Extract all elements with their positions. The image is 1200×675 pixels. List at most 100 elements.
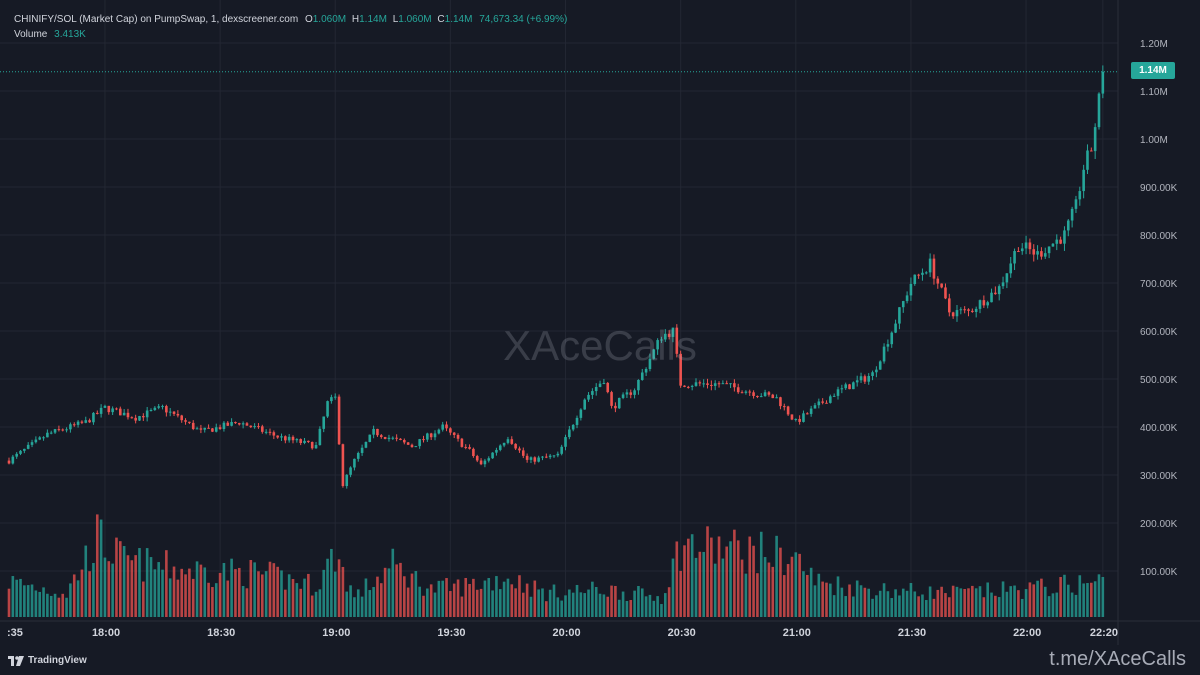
volume-bar bbox=[901, 588, 905, 617]
volume-bar bbox=[978, 586, 982, 617]
volume-bar bbox=[53, 593, 57, 617]
candle-body bbox=[207, 427, 210, 429]
volume-bar bbox=[848, 584, 851, 617]
candle-body bbox=[683, 385, 686, 387]
candle-body bbox=[997, 286, 1001, 295]
candle-body bbox=[268, 431, 272, 433]
candle-body bbox=[11, 456, 15, 464]
volume-bar bbox=[360, 596, 364, 617]
volume-bar bbox=[268, 561, 272, 617]
volume-bar bbox=[72, 574, 76, 617]
volume-bar bbox=[1055, 592, 1059, 617]
volume-bar bbox=[744, 573, 748, 617]
volume-bar bbox=[153, 569, 157, 617]
volume-bar bbox=[372, 587, 375, 617]
volume-bar bbox=[249, 559, 253, 617]
candle-body bbox=[1020, 248, 1024, 252]
volume-bar bbox=[1078, 575, 1082, 617]
candle-body bbox=[376, 428, 379, 436]
candle-body bbox=[629, 392, 633, 395]
time-tick-label: 19:30 bbox=[437, 627, 465, 639]
volume-bar bbox=[521, 592, 525, 617]
volume-bar bbox=[222, 562, 226, 617]
candle-body bbox=[924, 272, 928, 274]
candle-body bbox=[521, 450, 525, 456]
candle-body bbox=[702, 383, 705, 385]
tradingview-logo[interactable]: TradingView bbox=[8, 655, 87, 666]
candle-body bbox=[836, 389, 840, 396]
volume-bar bbox=[349, 585, 352, 617]
volume-bar bbox=[410, 573, 414, 617]
volume-bar bbox=[690, 534, 694, 617]
volume-bar bbox=[564, 595, 567, 617]
last-price-badge: 1.14M bbox=[1131, 62, 1175, 79]
candle-body bbox=[284, 436, 287, 441]
volume-bar bbox=[479, 588, 483, 617]
chart-pane[interactable]: 1.20M 1.10M 1.00M 900.00K 800.00K 700.00K 600.… bbox=[0, 0, 1200, 645]
candle-body bbox=[721, 383, 725, 385]
ohlc-open-label: O bbox=[304, 14, 313, 25]
volume-bar bbox=[905, 590, 909, 617]
candle-body bbox=[986, 302, 989, 306]
volume-bar bbox=[84, 545, 88, 617]
volume-bar bbox=[468, 583, 471, 617]
candle-body bbox=[241, 423, 245, 425]
volume-bar bbox=[1059, 577, 1062, 617]
candle-body bbox=[798, 418, 801, 422]
candle-body bbox=[237, 423, 241, 425]
volume-bar bbox=[594, 587, 598, 617]
volume-bar bbox=[449, 591, 452, 617]
candle-body bbox=[940, 283, 943, 288]
time-tick-label: 19:00 bbox=[322, 627, 350, 639]
candle-body bbox=[698, 382, 702, 384]
ohlc-low-value: 1.060M bbox=[398, 14, 432, 25]
candle-body bbox=[748, 391, 752, 393]
volume-bar bbox=[875, 595, 878, 617]
volume-bar bbox=[23, 585, 26, 617]
symbol-title[interactable]: CHINIFY/SOL (Market Cap) on PumpSwap, 1,… bbox=[14, 14, 299, 25]
candle-body bbox=[322, 416, 326, 429]
price-tick-label: 300.00K bbox=[1140, 471, 1178, 482]
candle-body bbox=[1036, 251, 1039, 255]
volume-label[interactable]: Volume bbox=[14, 29, 48, 40]
volume-bar bbox=[552, 584, 556, 617]
candle-body bbox=[963, 309, 966, 311]
volume-bar bbox=[614, 585, 617, 617]
volume-bar bbox=[403, 576, 406, 617]
volume-bar bbox=[790, 556, 794, 617]
candle-body bbox=[660, 339, 663, 341]
candle-body bbox=[898, 307, 901, 324]
volume-bar bbox=[663, 593, 667, 617]
volume-bar bbox=[1020, 598, 1024, 617]
candle-body bbox=[775, 397, 778, 399]
volume-bar bbox=[644, 596, 648, 617]
volume-bar bbox=[656, 596, 659, 617]
candle-body bbox=[740, 392, 744, 394]
candle-body bbox=[349, 467, 352, 475]
candle-body bbox=[261, 426, 264, 432]
candle-body bbox=[744, 391, 748, 393]
volume-bar bbox=[191, 578, 195, 617]
volume-bar bbox=[821, 581, 824, 617]
volume-bar bbox=[452, 583, 456, 617]
volume-bar bbox=[49, 595, 53, 617]
volume-bar bbox=[495, 576, 498, 617]
volume-bar bbox=[863, 587, 867, 617]
candle-body bbox=[974, 308, 978, 312]
volume-bar bbox=[852, 596, 855, 617]
candle-body bbox=[134, 417, 137, 421]
telegram-link[interactable]: t.me/XAceCalls bbox=[1049, 648, 1186, 670]
volume-bar bbox=[545, 601, 548, 617]
volume-bar bbox=[621, 591, 625, 617]
candle-body bbox=[640, 372, 644, 380]
candle-body bbox=[545, 456, 548, 458]
candle-body bbox=[717, 383, 721, 385]
candle-body bbox=[126, 412, 130, 418]
volume-bar bbox=[272, 563, 276, 617]
volume-bar bbox=[974, 588, 978, 617]
volume-bar bbox=[426, 588, 429, 617]
candlestick-chart[interactable]: 1.20M 1.10M 1.00M 900.00K 800.00K 700.00K 600.… bbox=[0, 0, 1200, 645]
candle-body bbox=[456, 434, 460, 439]
price-tick-label: 700.00K bbox=[1140, 279, 1178, 290]
volume-bar bbox=[629, 599, 633, 617]
